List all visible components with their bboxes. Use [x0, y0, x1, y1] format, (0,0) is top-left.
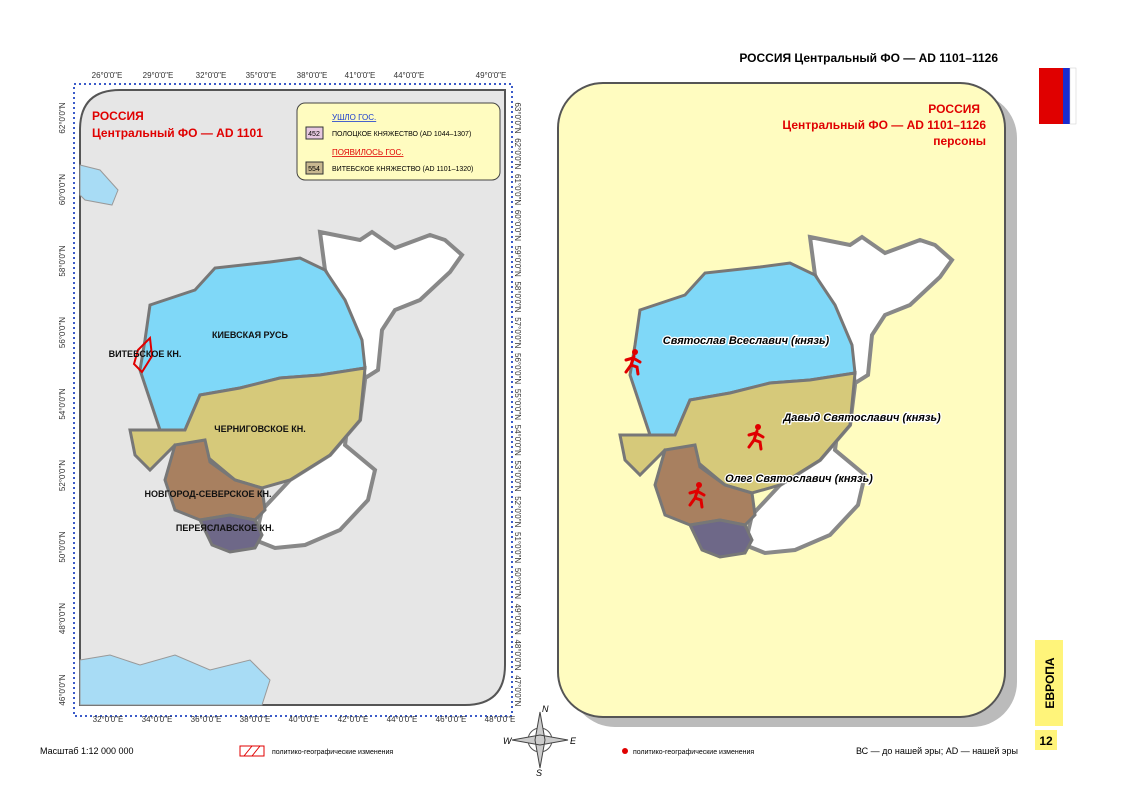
page-tab: [1035, 730, 1057, 750]
person-icon: [688, 482, 706, 509]
lat-label: 62°0'0"N: [513, 138, 522, 169]
legend-code: 554: [308, 166, 320, 173]
lat-label: 58°0'0"N: [58, 245, 67, 276]
lat-label: 49°0'0"N: [513, 604, 522, 635]
lat-label: 47°0'0"N: [513, 675, 522, 706]
region-label: ПЕРЕЯСЛАВСКОЕ КН.: [176, 523, 274, 533]
lon-label: 29°0'0"E: [143, 71, 174, 80]
footer-legend: политико-географические изменения: [272, 749, 393, 756]
vitebsk-outline: [132, 335, 154, 374]
lat-label: 57°0'0"N: [513, 317, 522, 348]
map-subtitle: Центральный ФО — AD 1101: [92, 126, 263, 140]
icon-body: [688, 487, 706, 509]
person-label: Олег Святославич (князь): [725, 473, 873, 485]
lat-label: 52°0'0"N: [58, 460, 67, 491]
lon-label: 42°0'0"E: [338, 715, 369, 724]
lat-label: 55°0'0"N: [513, 389, 522, 420]
legend-code: 452: [308, 131, 320, 138]
compass-label: W: [503, 736, 513, 746]
map-title: РОССИЯ: [928, 102, 980, 116]
lat-label: 54°0'0"N: [58, 388, 67, 419]
legend-swatch: [239, 745, 265, 757]
icon-body: [624, 354, 642, 376]
lon-label: 36°0'0"E: [191, 715, 222, 724]
lon-label: 41°0'0"E: [345, 71, 376, 80]
person-label: Давыд Святославич (князь): [782, 412, 941, 424]
person-icon: [747, 424, 765, 451]
icon-body: [747, 429, 765, 451]
compass-label: E: [570, 736, 577, 746]
lon-label: 44°0'0"E: [394, 71, 425, 80]
legend-item: ПОЛОЦКОЕ КНЯЖЕСТВО (AD 1044–1307): [332, 131, 471, 138]
lat-label: 48°0'0"N: [58, 603, 67, 634]
footer-legend: политико-географические изменения: [633, 749, 754, 756]
lon-label: 32°0'0"E: [196, 71, 227, 80]
scale: Масштаб 1:12 000 000: [40, 746, 134, 756]
legend: УШЛО ГОС. 452 ПОЛОЦКОЕ КНЯЖЕСТВО (AD 104…: [296, 102, 501, 181]
lon-label: 34°0'0"E: [142, 715, 173, 724]
lat-label: 56°0'0"N: [58, 317, 67, 348]
compass: N W E S: [503, 704, 577, 778]
lon-label: 48°0'0"E: [485, 715, 516, 724]
section-label: ЕВРОПА: [1043, 657, 1057, 708]
lat-label: 54°0'0"N: [513, 425, 522, 456]
person-icons: [624, 349, 765, 509]
lat-label: 52°0'0"N: [513, 496, 522, 527]
legend-hatch: [243, 745, 261, 757]
lon-label: 26°0'0"E: [92, 71, 123, 80]
icon-head: [755, 424, 761, 430]
lat-label: 56°0'0"N: [513, 353, 522, 384]
region-label: ЧЕРНИГОВСКОЕ КН.: [214, 424, 305, 434]
sea: [79, 654, 271, 706]
lat-label: 51°0'0"N: [513, 532, 522, 563]
lake: [79, 164, 119, 206]
lon-label: 35°0'0"E: [246, 71, 277, 80]
region-label: КИЕВСКАЯ РУСЬ: [212, 330, 289, 340]
lat-label: 46°0'0"N: [58, 674, 67, 705]
header-title: РОССИЯ Центральный ФО — AD 1101–1126: [739, 51, 998, 65]
lon-label: 38°0'0"E: [297, 71, 328, 80]
lat-label: 63°0'0"N: [513, 102, 522, 133]
lat-label: 58°0'0"N: [513, 281, 522, 312]
map-title: РОССИЯ: [92, 109, 144, 123]
lat-label: 48°0'0"N: [513, 639, 522, 670]
lat-label: 60°0'0"N: [58, 174, 67, 205]
map-subtitle: Центральный ФО — AD 1101–1126: [782, 118, 986, 132]
lat-label: 59°0'0"N: [513, 246, 522, 277]
lat-label: 50°0'0"N: [513, 568, 522, 599]
footer-note: ВС — до нашей эры; AD — нашей эры: [856, 746, 1018, 756]
person-icon: [624, 349, 642, 376]
region-label: ВИТЕБСКОЕ КН.: [109, 349, 182, 359]
lat-label: 61°0'0"N: [513, 174, 522, 205]
lon-label: 38°0'0"E: [240, 715, 271, 724]
lat-label: 50°0'0"N: [58, 531, 67, 562]
lon-label: 40°0'0"E: [289, 715, 320, 724]
icon-head: [696, 482, 702, 488]
legend-item: ВИТЕБСКОЕ КНЯЖЕСТВО (AD 1101–1320): [332, 166, 473, 173]
compass-label: N: [542, 704, 549, 714]
legend-heading: УШЛО ГОС.: [332, 113, 376, 122]
lon-label: 46°0'0"E: [436, 715, 467, 724]
legend-heading: ПОЯВИЛОСЬ ГОС.: [332, 148, 404, 157]
lon-label: 49°0'0"E: [476, 71, 507, 80]
region-label: НОВГОРОД-СЕВЕРСКОЕ КН.: [145, 489, 272, 499]
lat-label: 53°0'0"N: [513, 460, 522, 491]
icon-head: [632, 349, 638, 355]
compass-label: S: [536, 768, 542, 778]
lon-label: 44°0'0"E: [387, 715, 418, 724]
lat-label: 60°0'0"N: [513, 210, 522, 241]
legend-dot: [622, 748, 628, 754]
section-tab: [1035, 640, 1063, 726]
flag: [1039, 67, 1077, 125]
lat-label: 62°0'0"N: [58, 102, 67, 133]
person-label: Святослав Всеславич (князь): [663, 335, 830, 347]
lon-label: 32°0'0"E: [93, 715, 124, 724]
page-number: 12: [1039, 734, 1053, 748]
map-subtitle: персоны: [933, 134, 986, 148]
